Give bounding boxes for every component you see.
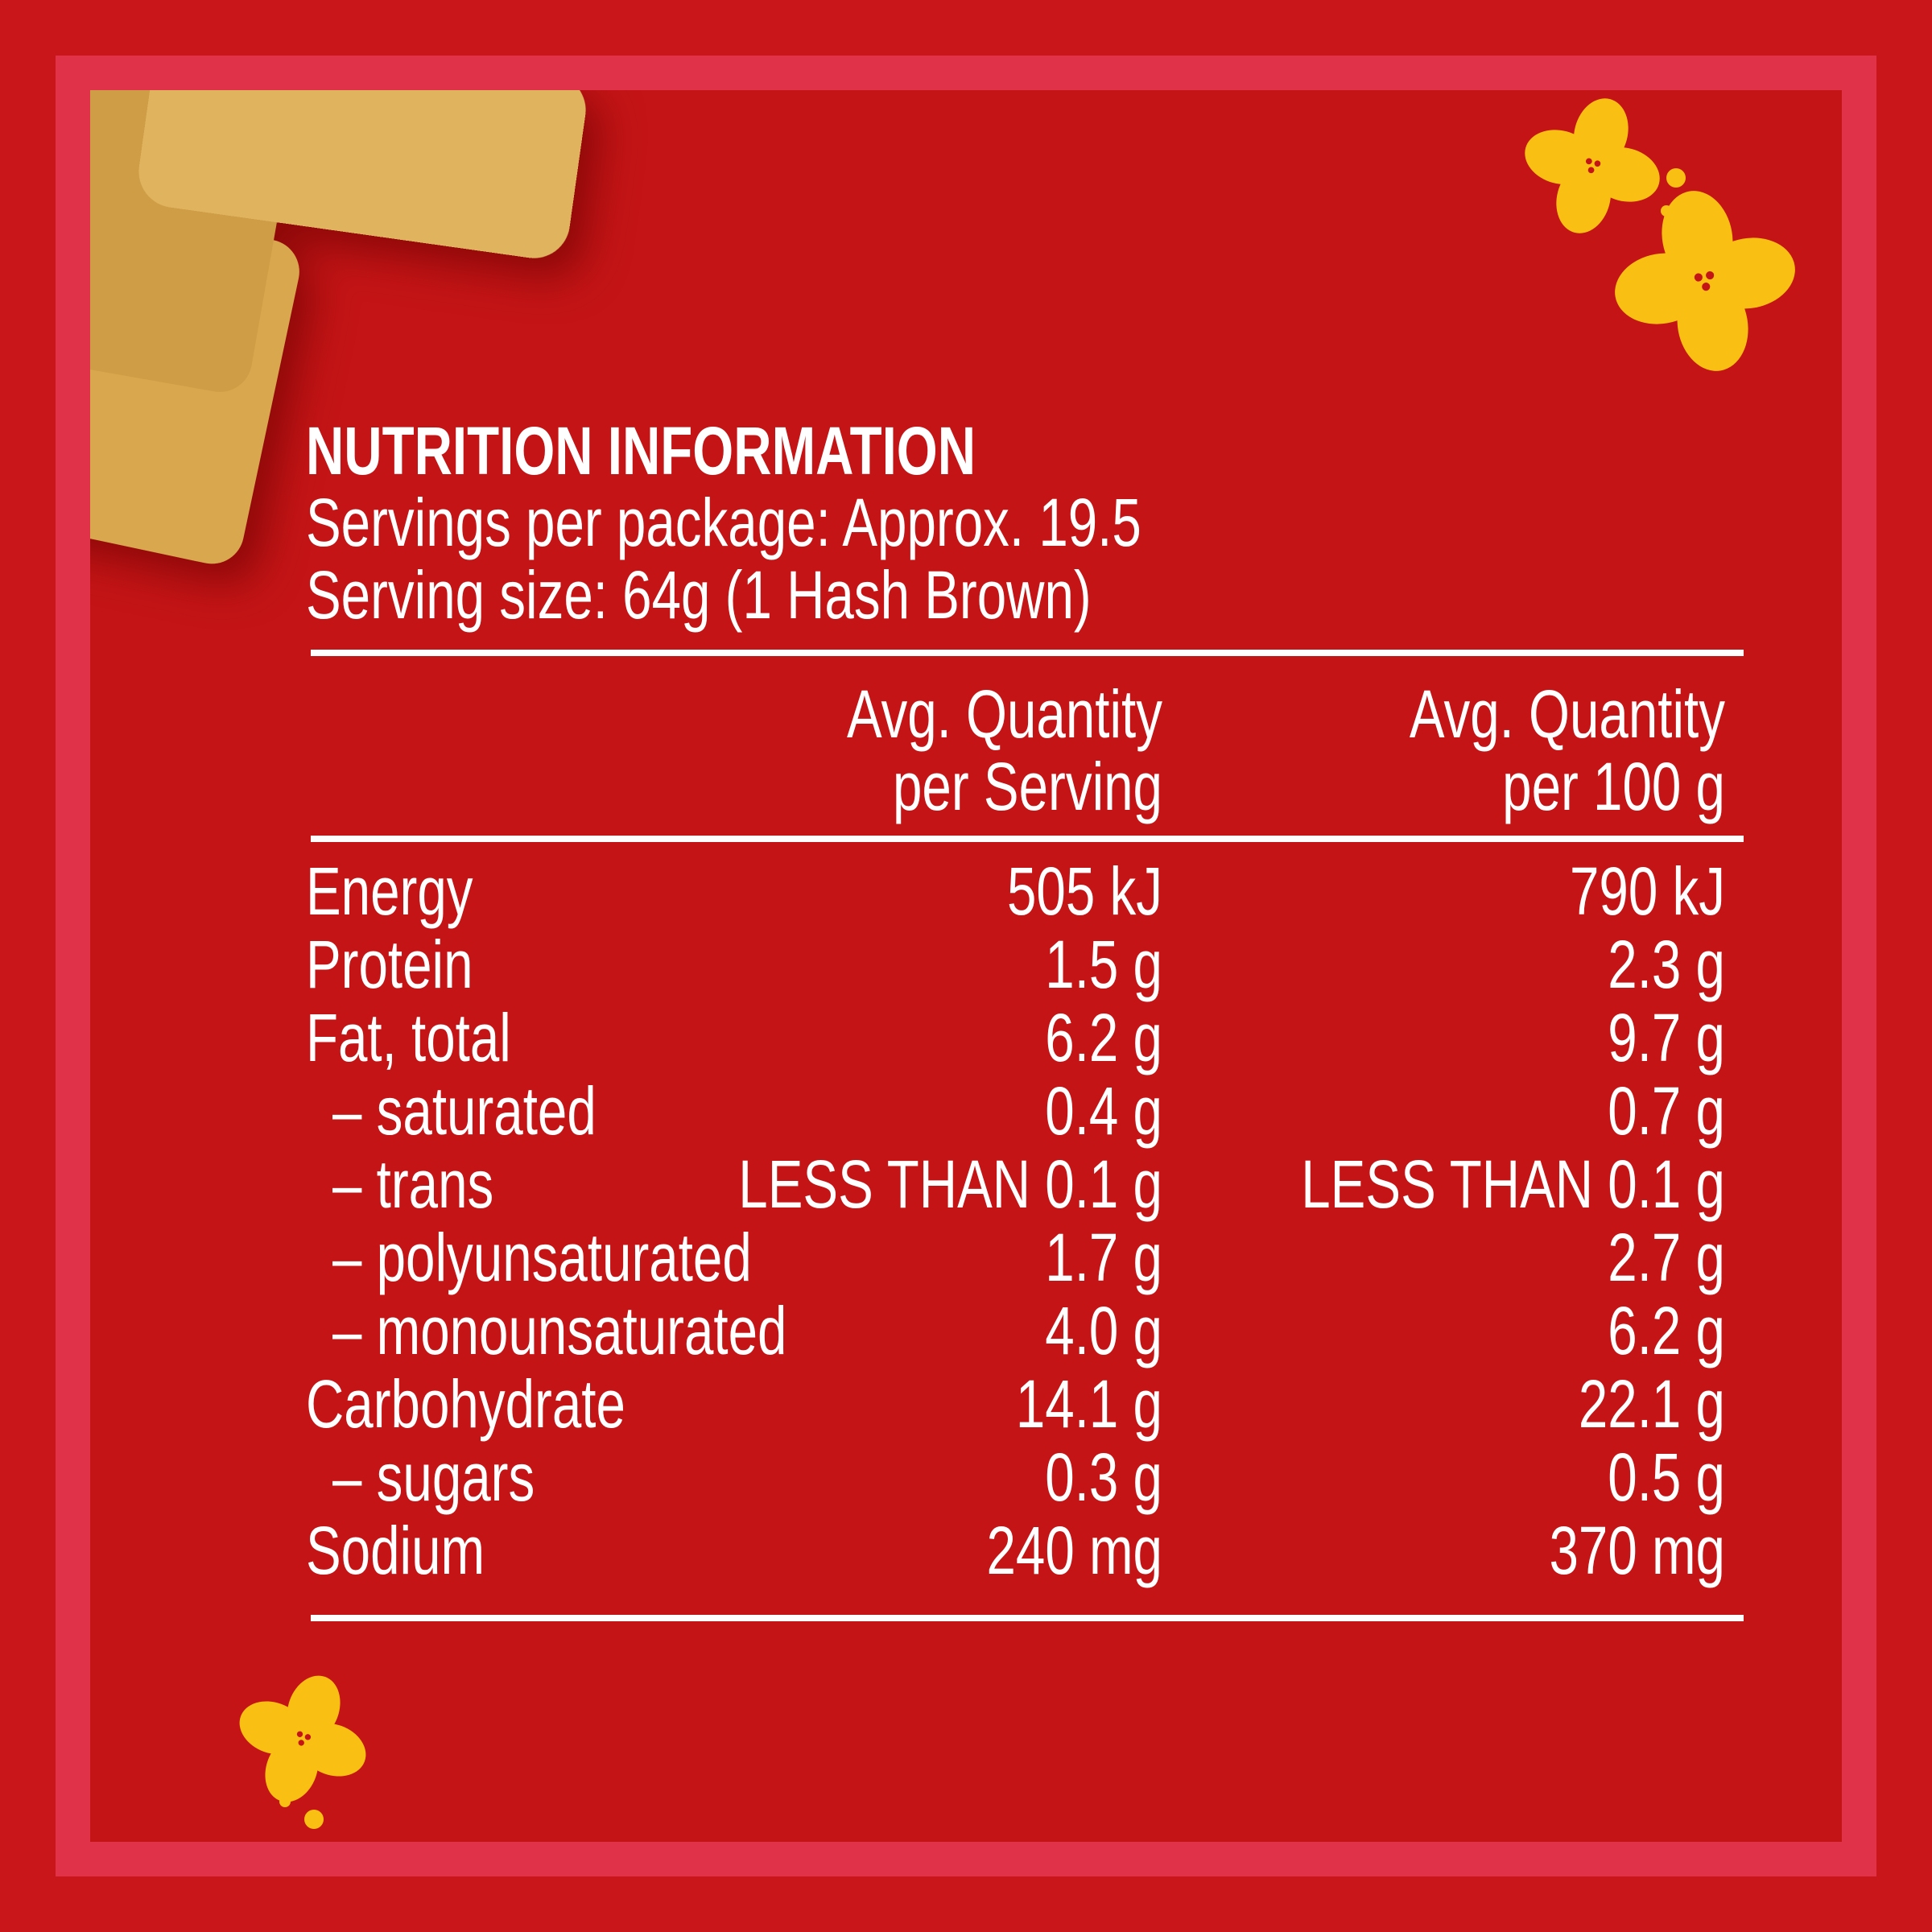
per-serving: 4.0 g: [1045, 1293, 1162, 1368]
nutrient-name: – polyunsaturated: [332, 1220, 752, 1295]
nutrient-name: – trans: [332, 1146, 493, 1222]
per-serving: 14.1 g: [1016, 1366, 1162, 1442]
per-100g: 22.1 g: [1579, 1366, 1725, 1442]
rule: [311, 836, 1744, 842]
column-header: per 100 g: [1502, 749, 1725, 824]
serving-size: Serving size: 64g (1 Hash Brown): [306, 557, 1092, 633]
per-100g: LESS THAN 0.1 g: [1301, 1146, 1725, 1222]
per-100g: 0.5 g: [1608, 1439, 1725, 1515]
per-100g: 0.7 g: [1608, 1073, 1725, 1149]
per-serving: LESS THAN 0.1 g: [738, 1146, 1162, 1222]
per-100g: 9.7 g: [1608, 1000, 1725, 1075]
title: NUTRITION INFORMATION: [306, 413, 976, 489]
per-serving: 0.3 g: [1045, 1439, 1162, 1515]
per-serving: 0.4 g: [1045, 1073, 1162, 1149]
nutrient-name: – sugars: [332, 1439, 535, 1515]
nutrient-name: – saturated: [332, 1073, 597, 1149]
column-header: Avg. Quantity: [1410, 676, 1725, 752]
per-100g: 6.2 g: [1608, 1293, 1725, 1368]
per-100g: 2.7 g: [1608, 1220, 1725, 1295]
per-100g: 370 mg: [1550, 1513, 1725, 1588]
per-serving: 1.7 g: [1045, 1220, 1162, 1295]
flowers: [218, 80, 1811, 1829]
per-serving: 505 kJ: [1007, 853, 1162, 929]
nutrient-name: Fat, total: [306, 1000, 511, 1075]
nutrient-name: – monounsaturated: [332, 1293, 786, 1368]
nutrient-name: Energy: [306, 853, 473, 929]
per-100g: 790 kJ: [1570, 853, 1725, 929]
nutrient-name: Sodium: [306, 1513, 485, 1588]
column-header: Avg. Quantity: [847, 676, 1162, 752]
inner-panel: [90, 90, 1842, 1842]
nutrient-name: Protein: [306, 927, 473, 1002]
per-100g: 2.3 g: [1608, 927, 1725, 1002]
column-header: per Serving: [893, 749, 1162, 824]
rule: [311, 650, 1744, 656]
servings: Servings per package: Approx. 19.5: [306, 485, 1141, 560]
per-serving: 1.5 g: [1045, 927, 1162, 1002]
per-serving: 240 mg: [987, 1513, 1162, 1588]
per-serving: 6.2 g: [1045, 1000, 1162, 1075]
nutrient-name: Carbohydrate: [306, 1366, 625, 1442]
rule: [311, 1615, 1744, 1621]
hash-browns: [90, 90, 586, 564]
